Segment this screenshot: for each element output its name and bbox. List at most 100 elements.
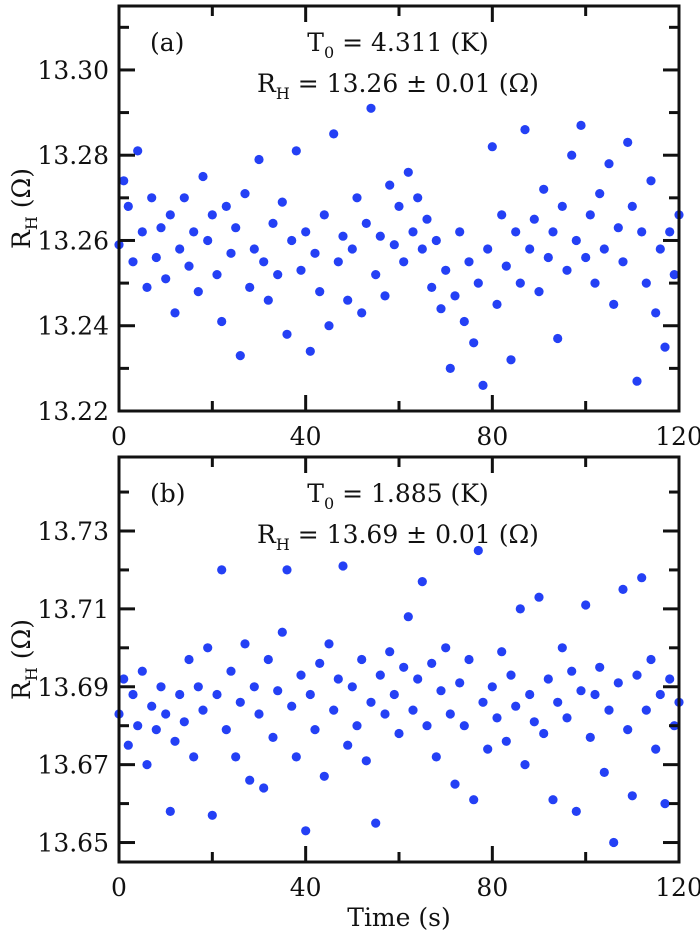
data-point xyxy=(291,146,301,156)
data-point xyxy=(422,214,432,224)
data-point xyxy=(534,592,544,602)
data-point xyxy=(165,806,175,817)
y-tick-label: 13.73 xyxy=(37,517,109,546)
data-point xyxy=(487,682,497,692)
data-point xyxy=(207,210,217,220)
data-point xyxy=(529,717,539,727)
data-point xyxy=(534,287,544,297)
data-point xyxy=(660,342,670,352)
data-point xyxy=(193,287,203,297)
data-point xyxy=(151,725,161,735)
data-point xyxy=(422,721,432,731)
data-point xyxy=(646,654,656,665)
data-point xyxy=(142,760,152,770)
resistance-annotation: RH = 13.26 ± 0.01 (Ω) xyxy=(257,69,539,103)
data-point xyxy=(198,705,208,715)
data-point xyxy=(357,308,367,318)
data-point xyxy=(641,278,651,288)
data-point xyxy=(399,662,409,672)
resistance-annotation-sub: H xyxy=(276,84,290,103)
data-point xyxy=(352,193,362,203)
data-point xyxy=(189,227,199,237)
data-point xyxy=(599,767,609,778)
data-point xyxy=(305,346,315,356)
y-tick-label: 13.71 xyxy=(37,595,109,624)
data-point xyxy=(310,725,320,735)
data-point xyxy=(665,227,675,237)
data-point xyxy=(427,282,437,292)
data-point xyxy=(385,647,395,657)
data-point xyxy=(562,713,572,723)
data-point xyxy=(511,227,521,237)
y-tick-label: 13.28 xyxy=(37,141,109,170)
data-point xyxy=(380,291,390,301)
data-point xyxy=(301,227,311,237)
data-point xyxy=(170,308,180,318)
data-point xyxy=(660,799,670,809)
data-point xyxy=(469,795,479,805)
data-point xyxy=(604,705,614,715)
data-point xyxy=(427,658,437,669)
data-point xyxy=(151,252,161,263)
data-point xyxy=(553,697,563,707)
plot-frame xyxy=(117,455,681,864)
data-point xyxy=(273,686,283,696)
data-point xyxy=(408,227,418,237)
data-point xyxy=(305,689,315,700)
data-point xyxy=(226,248,236,258)
data-point xyxy=(319,210,329,220)
temperature-annotation-main: T xyxy=(307,479,324,508)
data-point xyxy=(184,654,194,665)
data-point xyxy=(203,643,213,653)
data-point xyxy=(217,316,227,327)
y-axis-label-rest: (Ω) xyxy=(7,168,36,216)
data-point xyxy=(324,639,334,649)
data-point xyxy=(417,244,427,254)
data-point xyxy=(389,240,399,250)
data-point xyxy=(585,732,595,743)
data-point xyxy=(651,744,661,754)
data-point xyxy=(506,670,516,680)
y-tick-label: 13.22 xyxy=(37,397,109,426)
data-point xyxy=(637,573,647,583)
data-point xyxy=(441,265,451,275)
data-point xyxy=(576,686,586,696)
data-point xyxy=(655,689,665,700)
data-point xyxy=(123,201,133,211)
temperature-annotation: T0 = 1.885 (K) xyxy=(307,479,488,513)
data-point xyxy=(259,257,269,267)
data-point xyxy=(473,545,483,556)
data-point xyxy=(179,717,189,727)
data-point xyxy=(254,154,264,165)
data-point xyxy=(235,351,245,361)
data-point xyxy=(539,728,549,739)
data-point xyxy=(567,150,577,160)
data-point xyxy=(623,137,633,147)
data-point xyxy=(338,561,348,571)
data-point xyxy=(221,725,231,735)
data-point xyxy=(548,227,558,237)
resistance-annotation-sub: H xyxy=(276,535,290,554)
data-point xyxy=(319,771,329,781)
data-point xyxy=(221,201,231,211)
data-point xyxy=(361,218,371,228)
data-point xyxy=(595,189,605,199)
data-point xyxy=(245,282,255,292)
y-tick-label: 13.26 xyxy=(37,226,109,255)
data-point xyxy=(413,674,423,684)
data-point xyxy=(651,308,661,318)
data-point xyxy=(231,752,241,762)
data-point xyxy=(469,338,479,348)
data-point xyxy=(263,295,273,305)
data-point xyxy=(436,304,446,314)
data-point xyxy=(464,257,474,267)
data-point xyxy=(226,666,236,676)
data-point xyxy=(543,674,553,684)
data-point xyxy=(487,142,497,152)
data-point xyxy=(198,171,208,182)
y-tick-label: 13.67 xyxy=(37,751,109,780)
data-point xyxy=(287,701,297,711)
data-point xyxy=(137,227,147,237)
data-point xyxy=(441,643,451,653)
data-point xyxy=(543,252,553,263)
